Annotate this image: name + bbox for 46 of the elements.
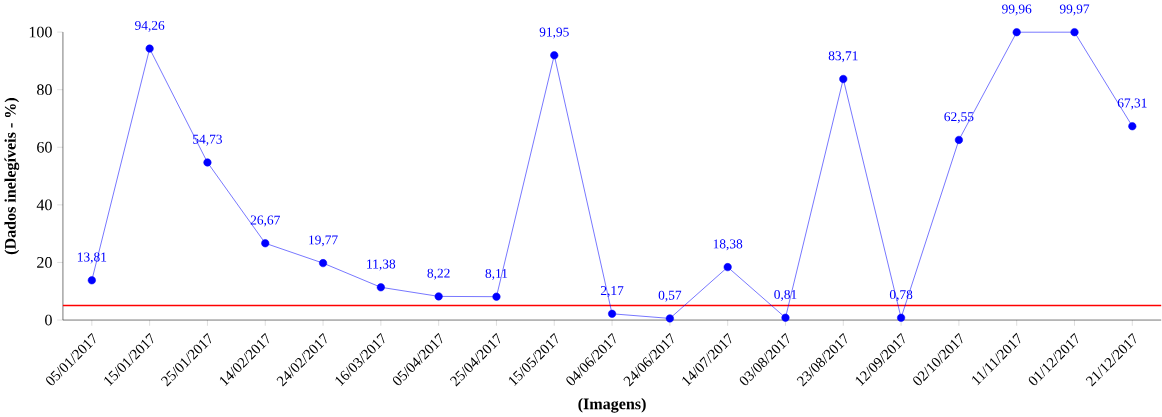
y-tick-label: 40	[36, 199, 52, 211]
point	[261, 239, 270, 248]
point	[434, 292, 443, 301]
point	[1070, 28, 1079, 37]
data-label: 8,22	[427, 268, 450, 280]
point	[1128, 122, 1137, 131]
point	[954, 135, 963, 144]
data-label: 18,38	[713, 239, 743, 251]
point	[550, 51, 559, 60]
data-label: 26,67	[250, 215, 280, 227]
data-label: 11,38	[367, 259, 396, 271]
point	[897, 313, 906, 322]
point	[319, 259, 328, 268]
y-tick-label: 100	[29, 26, 52, 38]
point	[839, 74, 848, 83]
data-label: 0,57	[658, 290, 682, 302]
point	[203, 158, 212, 167]
data-label: 99,96	[1002, 4, 1032, 16]
data-label: 99,97	[1059, 4, 1090, 16]
data-label: 94,26	[135, 20, 165, 32]
y-tick-label: 20	[37, 256, 52, 268]
data-label: 0,81	[774, 289, 797, 301]
data-label: 91,95	[539, 27, 569, 39]
point	[492, 292, 501, 301]
data-label: 19,77	[309, 235, 338, 247]
data-label: 2,17	[600, 286, 624, 297]
data-label: 54,73	[193, 134, 222, 146]
y-tick-label: 80	[37, 84, 52, 96]
y-tick-label: 0	[45, 314, 52, 326]
point	[376, 283, 385, 292]
point	[665, 314, 674, 323]
point	[608, 309, 617, 318]
data-label: 0,78	[889, 289, 913, 301]
data-label: 83,71	[828, 51, 858, 63]
x-axis-title: (Imagens)	[578, 397, 646, 413]
point	[1012, 28, 1021, 37]
point	[87, 276, 96, 285]
data-label: 67,31	[1117, 98, 1147, 110]
data-label: 62,55	[944, 112, 974, 124]
y-axis-title: (Dados inelegíveis - %)	[4, 97, 20, 255]
point	[723, 263, 732, 272]
point	[781, 313, 790, 322]
data-label: 13,81	[77, 252, 107, 264]
point	[145, 44, 154, 53]
y-tick-label: 60	[37, 141, 52, 153]
data-label: 8,11	[485, 268, 508, 280]
